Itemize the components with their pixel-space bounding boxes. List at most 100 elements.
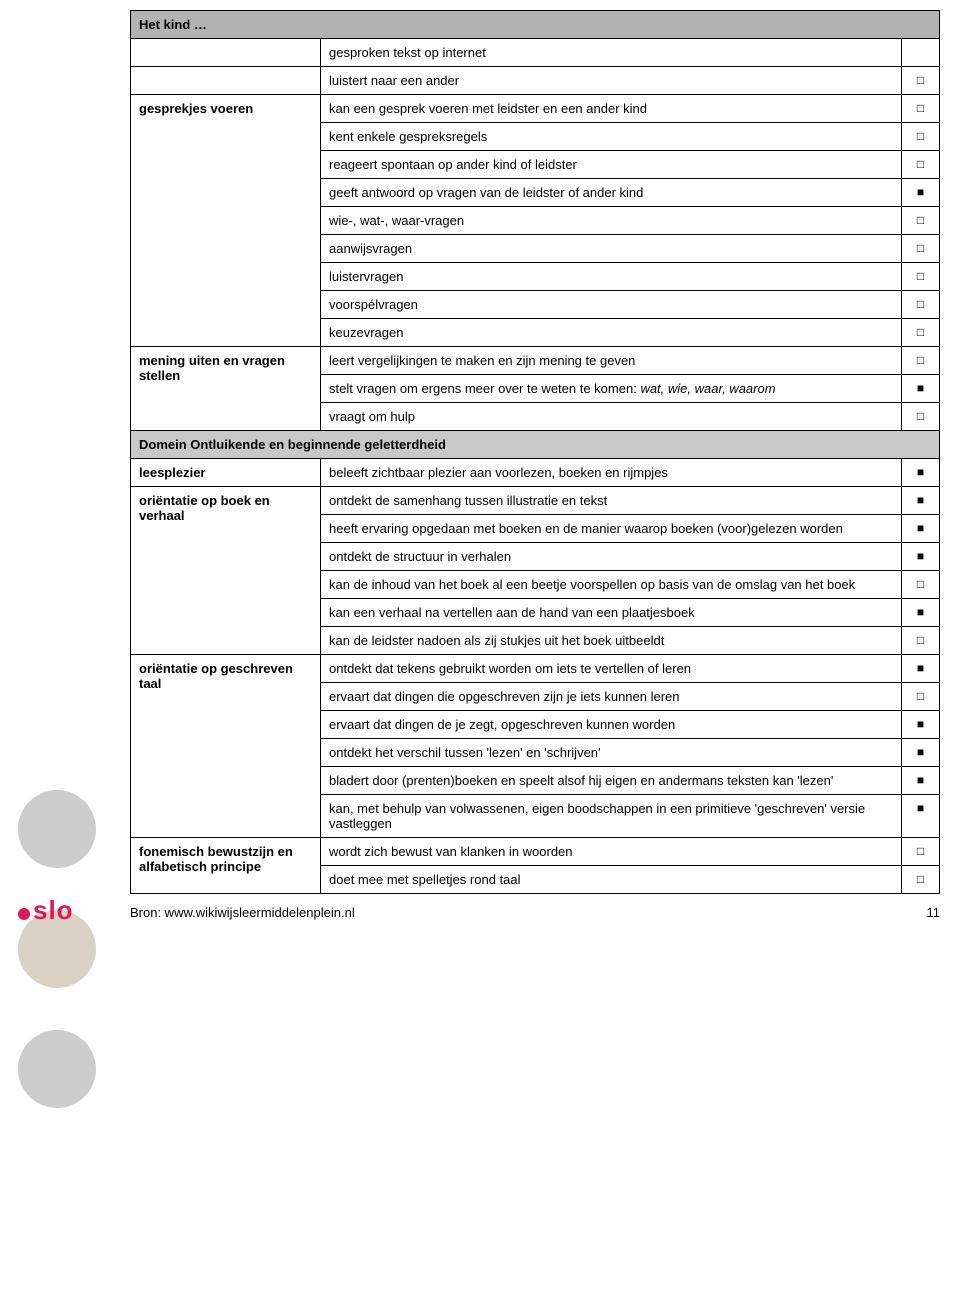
description-cell: wordt zich bewust van klanken in woorden — [321, 838, 902, 866]
description-cell: wie-, wat-, waar-vragen — [321, 207, 902, 235]
description-cell: gesproken tekst op internet — [321, 39, 902, 67]
checkbox-filled-icon — [917, 773, 924, 787]
checkbox-filled-icon — [917, 493, 924, 507]
category-cell — [131, 39, 321, 67]
checkbox-open-icon — [917, 297, 924, 311]
mark-cell — [901, 599, 939, 627]
checkbox-open-icon — [917, 577, 924, 591]
description-cell: keuzevragen — [321, 319, 902, 347]
description-cell: heeft ervaring opgedaan met boeken en de… — [321, 515, 902, 543]
mark-cell — [901, 795, 939, 838]
checkbox-open-icon — [917, 129, 924, 143]
mark-cell — [901, 571, 939, 599]
checkbox-open-icon — [917, 213, 924, 227]
description-cell: geeft antwoord op vragen van de leidster… — [321, 179, 902, 207]
mark-cell — [901, 39, 939, 67]
footer: Bron: www.wikiwijsleermiddelenplein.nl 1… — [130, 905, 940, 920]
mark-cell — [901, 459, 939, 487]
description-cell: voorspélvragen — [321, 291, 902, 319]
category-cell — [131, 67, 321, 95]
table-row: oriëntatie op geschreven taalontdekt dat… — [131, 655, 940, 683]
table-row: leesplezierbeleeft zichtbaar plezier aan… — [131, 459, 940, 487]
mark-cell — [901, 866, 939, 894]
checkbox-open-icon — [917, 844, 924, 858]
mark-cell — [901, 487, 939, 515]
description-cell: doet mee met spelletjes rond taal — [321, 866, 902, 894]
category-cell: oriëntatie op geschreven taal — [131, 655, 321, 838]
mark-cell — [901, 838, 939, 866]
category-cell: fonemisch bewustzijn en alfabetisch prin… — [131, 838, 321, 894]
checkbox-filled-icon — [917, 801, 924, 815]
description-cell: ontdekt de samenhang tussen illustratie … — [321, 487, 902, 515]
description-cell: kent enkele gespreksregels — [321, 123, 902, 151]
mark-cell — [901, 739, 939, 767]
category-cell: leesplezier — [131, 459, 321, 487]
domain-header-row: Domein Ontluikende en beginnende gelette… — [131, 431, 940, 459]
checkbox-open-icon — [917, 241, 924, 255]
description-cell: ontdekt de structuur in verhalen — [321, 543, 902, 571]
page-number: 11 — [927, 905, 941, 920]
mark-cell — [901, 319, 939, 347]
description-cell: stelt vragen om ergens meer over te wete… — [321, 375, 902, 403]
mark-cell — [901, 683, 939, 711]
description-cell: kan, met behulp van volwassenen, eigen b… — [321, 795, 902, 838]
mark-cell — [901, 207, 939, 235]
competency-table: Het kind …gesproken tekst op internetlui… — [130, 10, 940, 894]
mark-cell — [901, 123, 939, 151]
table-row: gesprekjes voerenkan een gesprek voeren … — [131, 95, 940, 123]
table-header: Het kind … — [131, 11, 940, 39]
mark-cell — [901, 403, 939, 431]
table-row: fonemisch bewustzijn en alfabetisch prin… — [131, 838, 940, 866]
description-cell: ontdekt dat tekens gebruikt worden om ie… — [321, 655, 902, 683]
description-cell: kan een gesprek voeren met leidster en e… — [321, 95, 902, 123]
table-row: oriëntatie op boek en verhaalontdekt de … — [131, 487, 940, 515]
description-cell: aanwijsvragen — [321, 235, 902, 263]
mark-cell — [901, 543, 939, 571]
description-cell: reageert spontaan op ander kind of leids… — [321, 151, 902, 179]
checkbox-open-icon — [917, 157, 924, 171]
checkbox-filled-icon — [917, 521, 924, 535]
mark-cell — [901, 375, 939, 403]
table-row: luistert naar een ander — [131, 67, 940, 95]
mark-cell — [901, 767, 939, 795]
decorative-circles — [18, 790, 118, 1108]
category-cell: oriëntatie op boek en verhaal — [131, 487, 321, 655]
checkbox-open-icon — [917, 101, 924, 115]
checkbox-filled-icon — [917, 745, 924, 759]
logo: slo — [18, 895, 74, 926]
description-cell: vraagt om hulp — [321, 403, 902, 431]
description-cell: kan de leidster nadoen als zij stukjes u… — [321, 627, 902, 655]
description-cell: beleeft zichtbaar plezier aan voorlezen,… — [321, 459, 902, 487]
description-cell: luistervragen — [321, 263, 902, 291]
mark-cell — [901, 515, 939, 543]
checkbox-open-icon — [917, 633, 924, 647]
source-text: Bron: www.wikiwijsleermiddelenplein.nl — [130, 905, 355, 920]
mark-cell — [901, 347, 939, 375]
mark-cell — [901, 95, 939, 123]
description-cell: luistert naar een ander — [321, 67, 902, 95]
circle-icon — [18, 790, 96, 868]
mark-cell — [901, 627, 939, 655]
checkbox-open-icon — [917, 325, 924, 339]
checkbox-open-icon — [917, 872, 924, 886]
description-cell: kan de inhoud van het boek al een beetje… — [321, 571, 902, 599]
checkbox-filled-icon — [917, 549, 924, 563]
category-cell: mening uiten en vragen stellen — [131, 347, 321, 431]
checkbox-open-icon — [917, 409, 924, 423]
description-cell: ervaart dat dingen de je zegt, opgeschre… — [321, 711, 902, 739]
domain-header: Domein Ontluikende en beginnende gelette… — [131, 431, 940, 459]
checkbox-filled-icon — [917, 605, 924, 619]
description-cell: ontdekt het verschil tussen 'lezen' en '… — [321, 739, 902, 767]
checkbox-open-icon — [917, 73, 924, 87]
logo-text: slo — [33, 895, 74, 926]
mark-cell — [901, 151, 939, 179]
checkbox-filled-icon — [917, 661, 924, 675]
description-cell: kan een verhaal na vertellen aan de hand… — [321, 599, 902, 627]
checkbox-filled-icon — [917, 717, 924, 731]
table-row: mening uiten en vragen stellenleert verg… — [131, 347, 940, 375]
mark-cell — [901, 179, 939, 207]
mark-cell — [901, 235, 939, 263]
description-cell: ervaart dat dingen die opgeschreven zijn… — [321, 683, 902, 711]
checkbox-open-icon — [917, 353, 924, 367]
checkbox-filled-icon — [917, 381, 924, 395]
